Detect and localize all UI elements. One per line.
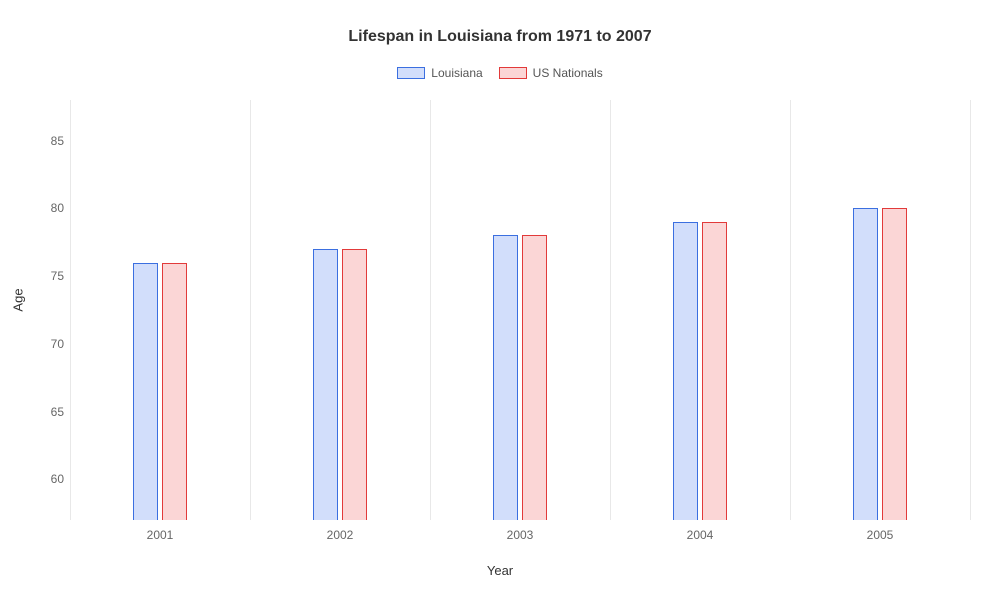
grid-line-vertical bbox=[70, 100, 71, 520]
y-axis-tick: 80 bbox=[42, 201, 64, 215]
grid-line-vertical bbox=[610, 100, 611, 520]
y-axis-tick: 70 bbox=[42, 337, 64, 351]
bar-louisiana bbox=[673, 222, 698, 520]
y-axis-tick: 75 bbox=[42, 269, 64, 283]
chart-legend: Louisiana US Nationals bbox=[0, 66, 1000, 80]
bar-us-nationals bbox=[882, 208, 907, 520]
legend-item-louisiana: Louisiana bbox=[397, 66, 482, 80]
bar-louisiana bbox=[853, 208, 878, 520]
chart-container: Lifespan in Louisiana from 1971 to 2007 … bbox=[0, 0, 1000, 600]
grid-line-vertical bbox=[430, 100, 431, 520]
grid-line-vertical bbox=[790, 100, 791, 520]
y-axis-tick: 65 bbox=[42, 405, 64, 419]
plot-area: 60657075808520012002200320042005 bbox=[70, 100, 970, 520]
legend-swatch-louisiana bbox=[397, 67, 425, 79]
legend-item-us-nationals: US Nationals bbox=[499, 66, 603, 80]
bar-us-nationals bbox=[162, 263, 187, 520]
y-axis-tick: 85 bbox=[42, 134, 64, 148]
x-axis-tick: 2002 bbox=[327, 528, 354, 542]
bar-us-nationals bbox=[702, 222, 727, 520]
x-axis-tick: 2005 bbox=[867, 528, 894, 542]
x-axis-tick: 2001 bbox=[147, 528, 174, 542]
grid-line-vertical bbox=[970, 100, 971, 520]
x-axis-label: Year bbox=[487, 563, 513, 578]
bar-us-nationals bbox=[342, 249, 367, 520]
x-axis-tick: 2004 bbox=[687, 528, 714, 542]
y-axis-label: Age bbox=[11, 288, 26, 311]
legend-label-us-nationals: US Nationals bbox=[533, 66, 603, 80]
x-axis-tick: 2003 bbox=[507, 528, 534, 542]
legend-swatch-us-nationals bbox=[499, 67, 527, 79]
bar-louisiana bbox=[133, 263, 158, 520]
bar-louisiana bbox=[313, 249, 338, 520]
y-axis-tick: 60 bbox=[42, 472, 64, 486]
grid-line-vertical bbox=[250, 100, 251, 520]
bar-us-nationals bbox=[522, 235, 547, 520]
legend-label-louisiana: Louisiana bbox=[431, 66, 482, 80]
bar-louisiana bbox=[493, 235, 518, 520]
chart-title: Lifespan in Louisiana from 1971 to 2007 bbox=[0, 0, 1000, 46]
